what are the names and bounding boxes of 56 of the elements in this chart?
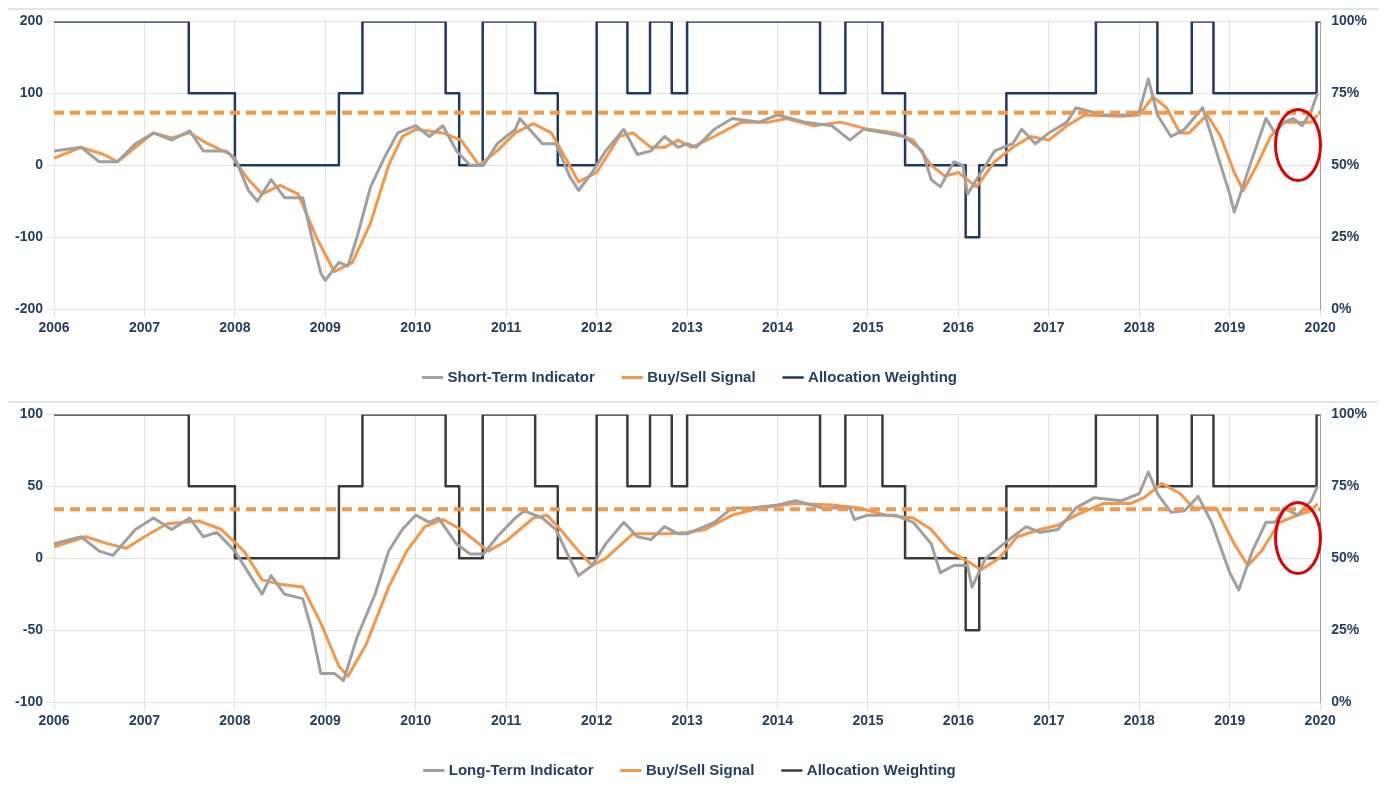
y-tick-label: -100 [14,228,44,245]
y-tick-label: 100 [19,84,44,101]
x-tick-label: 2009 [309,712,342,729]
y2-tick-label: 50% [1331,549,1360,566]
y-tick-label: -200 [14,300,44,317]
x-tick-label: 2006 [38,319,70,336]
y-tick-label: 0 [35,549,44,566]
legend-label: Buy/Sell Signal [645,760,755,778]
x-tick-label: 2015 [852,712,884,729]
y-tick-label: -50 [22,621,44,638]
y-tick-label: 100 [19,405,44,422]
x-tick-label: 2011 [491,319,522,336]
x-tick-label: 2008 [219,319,251,336]
x-tick-label: 2016 [942,712,975,729]
x-tick-label: 2016 [942,319,975,336]
y2-tick-label: 0% [1331,693,1352,710]
x-tick-label: 2019 [1214,319,1246,336]
legend-label: Allocation Weighting [808,367,957,385]
x-tick-label: 2015 [852,319,884,336]
x-tick-label: 2010 [400,319,432,336]
legend-label: Short-Term Indicator [447,367,595,385]
x-tick-label: 2008 [219,712,251,729]
y2-tick-label: 100% [1331,405,1368,422]
y2-tick-label: 75% [1331,477,1360,494]
y2-tick-label: 25% [1331,228,1360,245]
x-tick-label: 2010 [400,712,432,729]
x-tick-label: 2012 [581,319,613,336]
x-tick-label: 2013 [671,712,703,729]
x-tick-label: 2007 [128,712,161,729]
x-tick-label: 2017 [1033,319,1065,336]
legend-label: Allocation Weighting [806,760,956,778]
y-tick-label: 50 [27,477,44,494]
y2-tick-label: 75% [1331,84,1360,101]
x-tick-label: 2006 [38,712,70,729]
y-tick-label: 0 [35,156,44,173]
x-tick-label: 2013 [671,319,703,336]
y2-tick-label: 50% [1331,156,1360,173]
x-tick-label: 2012 [581,712,613,729]
x-tick-label: 2018 [1123,712,1156,729]
x-tick-label: 2014 [761,319,794,336]
y2-tick-label: 0% [1331,300,1352,317]
x-tick-label: 2018 [1123,319,1156,336]
y-tick-label: 200 [19,12,44,29]
x-tick-label: 2019 [1214,712,1246,729]
x-tick-label: 2020 [1304,712,1336,729]
y2-tick-label: 100% [1331,12,1368,29]
y-tick-label: -100 [14,693,44,710]
legend-label: Long-Term Indicator [448,760,594,778]
x-tick-label: 2014 [761,712,794,729]
x-tick-label: 2020 [1304,319,1336,336]
y2-tick-label: 25% [1331,621,1360,638]
x-tick-label: 2017 [1033,712,1065,729]
x-tick-label: 2009 [309,319,342,336]
x-tick-label: 2007 [128,319,161,336]
legend-label: Buy/Sell Signal [647,367,756,385]
x-tick-label: 2011 [491,712,522,729]
